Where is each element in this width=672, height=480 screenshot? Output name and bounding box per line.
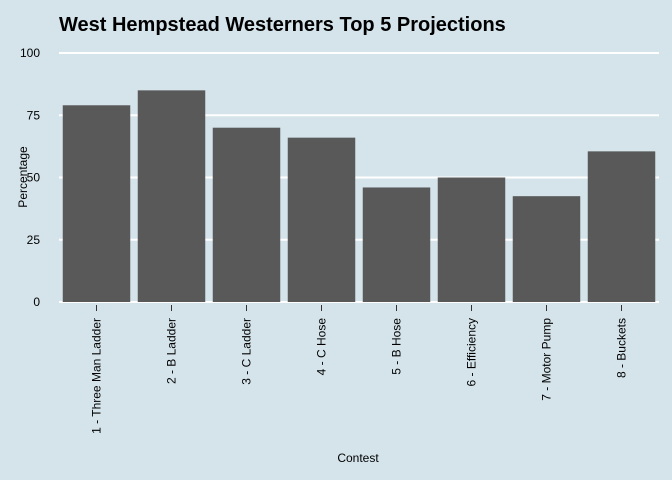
x-tick-label: 5 - B Hose — [390, 318, 404, 375]
bar — [287, 137, 356, 302]
bar — [362, 187, 431, 302]
bar — [137, 90, 206, 302]
bars — [62, 90, 656, 302]
y-tick-label: 25 — [27, 233, 41, 247]
bar — [587, 151, 656, 302]
y-tick-label: 75 — [27, 108, 41, 122]
x-tick-label: 6 - Efficiency — [465, 318, 479, 386]
x-tick-label: 3 - C Ladder — [240, 318, 254, 385]
bar — [212, 127, 281, 302]
x-tick-label: 1 - Three Man Ladder — [90, 318, 104, 434]
y-tick-label: 0 — [33, 295, 40, 309]
chart-title: West Hempstead Westerners Top 5 Projecti… — [59, 14, 506, 36]
y-tick-label: 100 — [20, 46, 40, 60]
x-tick-label: 7 - Motor Pump — [540, 318, 554, 401]
bar — [437, 177, 506, 302]
y-tick-label: 50 — [27, 171, 41, 185]
x-tick-label: 4 - C Hose — [315, 318, 329, 376]
bar — [512, 196, 581, 302]
x-axis-title: Contest — [337, 451, 379, 465]
x-tick-label: 8 - Buckets — [615, 318, 629, 378]
bar — [62, 105, 131, 302]
y-axis-title: Percentage — [16, 146, 30, 208]
y-axis-ticks: 0 25 50 75 100 — [20, 46, 40, 309]
x-tick-label: 2 - B Ladder — [165, 318, 179, 384]
x-axis-ticks: 1 - Three Man Ladder 2 - B Ladder 3 - C La… — [90, 305, 629, 434]
